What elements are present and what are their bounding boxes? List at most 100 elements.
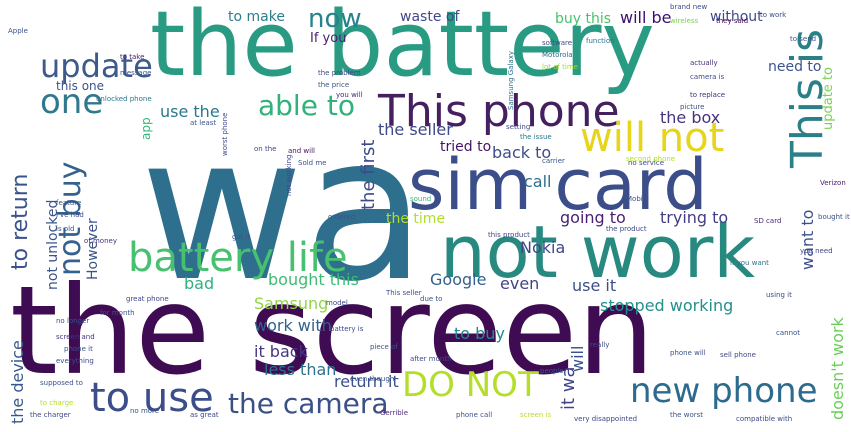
word-103: ordered <box>328 213 356 221</box>
word-38: trying to <box>660 208 729 227</box>
word-93: if you want <box>730 259 769 267</box>
word-48: stopped working <box>600 296 734 315</box>
word-39: want to <box>798 209 817 270</box>
word-69: actually <box>690 59 718 67</box>
word-98: I've had <box>56 211 84 219</box>
word-20: to make <box>228 9 285 25</box>
word-65: to send <box>790 35 817 43</box>
word-46: even <box>500 274 540 293</box>
word-8: one <box>40 82 104 122</box>
word-13: new phone <box>630 371 818 411</box>
word-127: battery is <box>330 325 364 333</box>
word-132: for month <box>100 309 135 317</box>
word-122: people <box>540 367 564 375</box>
word-43: bad <box>184 274 215 293</box>
word-82: carrier <box>542 157 565 165</box>
word-29: app <box>139 117 153 140</box>
word-116: screen is <box>520 411 552 419</box>
word-80: setting <box>506 123 531 131</box>
word-35: call <box>524 172 552 191</box>
word-74: the problem <box>318 69 361 77</box>
word-34: back to <box>492 143 552 162</box>
word-130: due to <box>420 295 443 303</box>
word-75: the price <box>318 81 350 89</box>
word-83: second phone <box>626 155 676 163</box>
word-108: everything <box>56 357 94 365</box>
word-32: the first <box>358 139 379 210</box>
word-12: the camera <box>228 387 389 420</box>
word-104: worst phone <box>221 112 229 156</box>
word-18: to return <box>8 173 33 270</box>
word-90: the product <box>606 225 647 233</box>
word-131: great phone <box>126 295 169 303</box>
word-54: return it <box>334 372 399 391</box>
word-109: supposed to <box>40 379 83 387</box>
word-84: on the <box>254 145 277 153</box>
word-61: wireless <box>670 17 699 25</box>
word-71: to replace <box>690 91 726 99</box>
word-117: very disappointed <box>574 415 638 423</box>
word-7: update <box>40 47 153 85</box>
word-76: you will <box>336 91 363 99</box>
word-15: to use <box>90 375 214 421</box>
word-115: phone call <box>456 411 493 419</box>
word-45: Google <box>430 270 487 289</box>
word-42: However <box>85 218 101 280</box>
word-0: wa <box>140 93 427 326</box>
word-53: less than <box>264 360 337 379</box>
word-1: the screen <box>10 260 655 402</box>
word-10: will not <box>580 115 725 161</box>
word-77: unlocked phone <box>96 95 152 103</box>
word-66: software <box>542 39 573 47</box>
word-60: brand new <box>670 3 708 11</box>
word-105: no longer <box>56 317 90 325</box>
word-47: use it <box>572 276 617 295</box>
word-97: feature <box>56 199 82 207</box>
word-123: really <box>590 341 610 349</box>
word-64: function <box>586 37 615 45</box>
word-128: This seller <box>386 289 422 297</box>
word-16: now <box>308 4 362 34</box>
word-124: phone will <box>670 349 706 357</box>
word-55: the device <box>8 340 27 424</box>
word-129: model <box>326 299 348 307</box>
word-22: will be <box>620 8 672 27</box>
word-73: Samsung Galaxy <box>507 51 515 110</box>
word-94: at least <box>190 119 217 127</box>
word-23: without <box>710 9 763 25</box>
word-135: using it <box>766 291 792 299</box>
word-59: Apple <box>8 27 28 35</box>
word-96: Verizon <box>820 179 846 187</box>
word-102: this product <box>488 231 530 239</box>
word-2: the battery <box>150 0 655 97</box>
word-50: work with <box>254 316 332 335</box>
word-26: If you <box>310 31 347 46</box>
word-31: the seller <box>378 120 453 139</box>
word-28: use the <box>160 102 220 121</box>
word-87: not working <box>285 154 293 196</box>
word-111: the charger <box>30 411 71 419</box>
word-25: update to <box>821 67 836 130</box>
word-118: the worst <box>670 411 703 419</box>
word-21: waste of <box>400 9 460 25</box>
word-19: buy this <box>555 11 612 27</box>
word-121: after month <box>410 355 452 363</box>
word-99: is old <box>56 225 75 233</box>
word-33: tried to <box>440 139 492 155</box>
word-24: need to <box>768 59 822 75</box>
word-67: Motorola <box>542 51 573 59</box>
word-72: picture <box>680 103 705 111</box>
word-4: not work <box>440 210 756 294</box>
word-88: sound <box>410 195 432 203</box>
word-5: This phone <box>378 86 620 137</box>
word-36: the time <box>386 211 446 227</box>
word-49: Samsung <box>254 294 329 313</box>
word-95: you need <box>800 247 833 255</box>
word-112: no more <box>130 407 160 415</box>
word-106: screen and <box>56 333 95 341</box>
word-78: message <box>120 69 152 77</box>
word-92: bought it <box>818 213 850 221</box>
word-51: to buy <box>454 324 505 343</box>
word-70: camera is <box>690 73 725 81</box>
